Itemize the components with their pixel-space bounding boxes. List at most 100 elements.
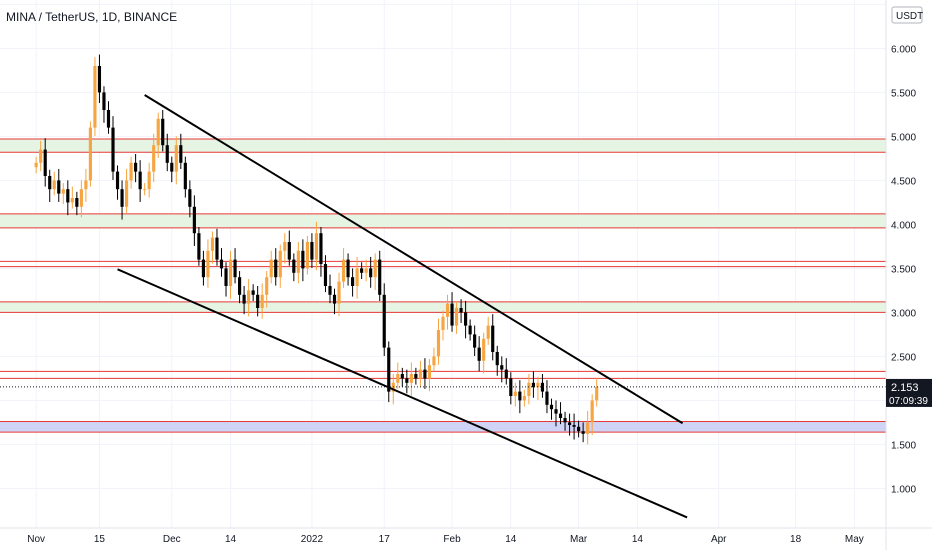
candle-body: [111, 127, 115, 172]
time-tick-label: Apr: [711, 534, 727, 545]
candle-body: [115, 171, 120, 190]
candle-body: [382, 294, 386, 348]
candle-body: [147, 171, 151, 190]
current-price-tag-background: [886, 378, 932, 407]
candle-body: [581, 431, 585, 434]
candle-body: [464, 312, 468, 326]
candle-body: [247, 290, 251, 304]
candle-body: [156, 118, 160, 146]
candle-body: [540, 382, 545, 392]
candle-body: [423, 369, 427, 379]
candle-body: [400, 374, 404, 379]
price-tick-label: 5.000: [891, 132, 916, 143]
time-tick-label: 2022: [301, 534, 324, 545]
candle-body: [332, 294, 337, 304]
candle-body: [256, 294, 260, 308]
zone-fill: [0, 213, 886, 228]
candle-body: [536, 382, 540, 388]
candle-body: [518, 391, 522, 401]
price-tick-label: 4.000: [891, 220, 916, 231]
candle-body: [441, 316, 445, 330]
candle-body: [477, 347, 481, 361]
candle-body: [436, 330, 441, 357]
candle-body: [93, 66, 97, 128]
candle-body: [48, 176, 52, 190]
trendlines: [117, 94, 688, 519]
zone-fill: [0, 301, 886, 313]
price-axis: 1.0001.5002.0002.5003.0003.5004.0004.500…: [885, 0, 916, 550]
time-tick-label: 18: [790, 534, 802, 545]
candle-body: [106, 110, 111, 128]
candle-body: [482, 338, 486, 361]
currency-label-box: USDT: [891, 6, 923, 24]
candle-body: [66, 189, 70, 203]
candle-body: [237, 277, 242, 295]
candle-body: [183, 162, 187, 190]
candle-body: [351, 277, 355, 286]
candle-body: [454, 308, 459, 326]
candle-body: [577, 426, 581, 432]
candle-body: [79, 189, 83, 207]
candle-body: [427, 365, 432, 379]
candle-body: [473, 334, 477, 348]
candle-body: [527, 382, 531, 396]
candle-body: [170, 162, 174, 172]
time-tick-label: May: [845, 534, 864, 545]
candle-body: [549, 404, 554, 410]
candle-body: [360, 268, 364, 273]
currency-label-border: [891, 6, 923, 24]
candle-body: [201, 259, 206, 278]
candle-body: [545, 391, 549, 405]
candle-body: [554, 409, 558, 414]
candles: [34, 54, 599, 445]
candle-body: [34, 162, 38, 168]
grid: [0, 0, 886, 528]
candle-body: [152, 145, 156, 172]
time-tick-label: Dec: [163, 534, 181, 545]
currency-label: USDT: [896, 11, 923, 22]
candle-body: [314, 233, 319, 260]
price-tick-label: 4.500: [891, 176, 916, 187]
zone-fill: [0, 139, 886, 153]
time-tick-label: Feb: [443, 534, 461, 545]
candle-body: [491, 325, 495, 352]
candle-body: [323, 264, 328, 286]
candle-body: [134, 162, 138, 172]
candle-body: [292, 259, 296, 273]
candle-body: [251, 290, 255, 295]
price-tick-label: 5.500: [891, 88, 916, 99]
candle-body: [269, 259, 273, 278]
candle-body: [287, 242, 291, 260]
candle-body: [301, 250, 305, 269]
time-tick-label: Nov: [27, 534, 45, 545]
bar-countdown: 07:09:39: [889, 396, 928, 407]
price-tick-label: 3.000: [891, 308, 916, 319]
candle-body: [522, 396, 526, 401]
candle-body: [265, 277, 269, 295]
candle-body: [143, 189, 147, 191]
candle-body: [369, 268, 373, 278]
candle-body: [228, 259, 233, 286]
candle-body: [57, 180, 61, 194]
candle-body: [450, 303, 454, 326]
candle-body: [531, 382, 535, 388]
candle-body: [165, 145, 169, 163]
candle-body: [590, 400, 594, 423]
time-tick-label: Mar: [570, 534, 588, 545]
candle-body: [274, 259, 278, 278]
candle-body: [445, 303, 450, 317]
time-tick-label: 15: [94, 534, 106, 545]
current-price-value: 2.153: [891, 382, 919, 394]
candle-body: [296, 250, 300, 273]
time-tick-label: 14: [505, 534, 517, 545]
candle-body: [120, 189, 124, 207]
candle-body: [405, 378, 409, 383]
candle-body: [319, 233, 323, 264]
time-tick-label: 17: [379, 534, 391, 545]
time-axis: Nov 15 Dec 14 2022 17 Feb 14 Mar 14 Apr 18 May: [0, 527, 932, 545]
candle-body: [129, 162, 133, 181]
candle-body: [179, 145, 183, 163]
candle-body: [572, 425, 576, 427]
candle-body: [558, 413, 563, 418]
